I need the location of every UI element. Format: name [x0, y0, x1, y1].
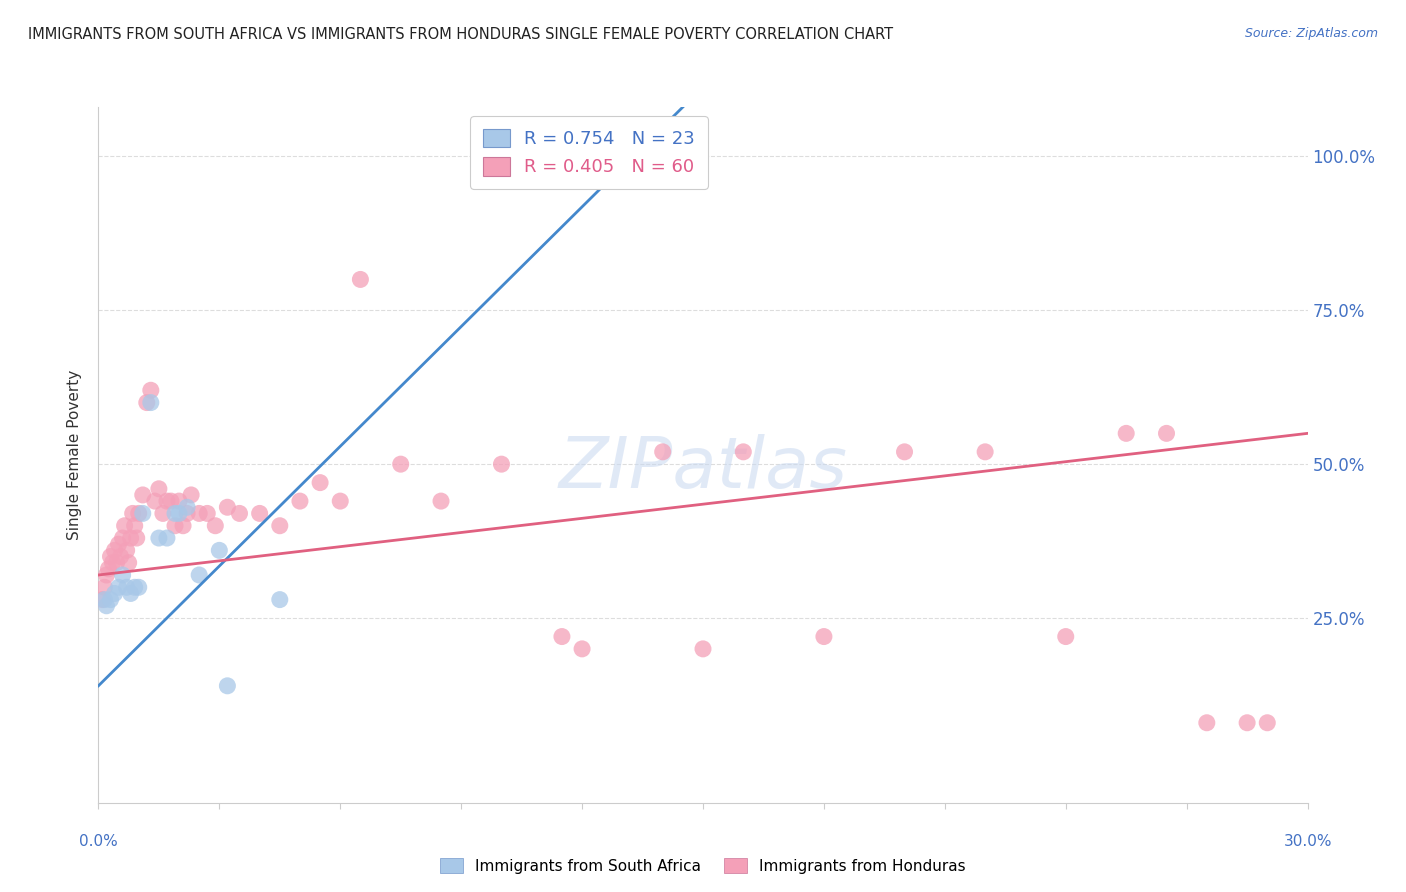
Point — [103, 543, 125, 558]
Point — [115, 543, 138, 558]
Point — [249, 507, 271, 521]
Point — [128, 580, 150, 594]
Point — [107, 537, 129, 551]
Point — [470, 149, 492, 163]
Point — [1156, 426, 1178, 441]
Point — [309, 475, 332, 490]
Point — [188, 568, 211, 582]
Point — [571, 641, 593, 656]
Point — [204, 518, 226, 533]
Point — [893, 445, 915, 459]
Text: ZIPatlas: ZIPatlas — [558, 434, 848, 503]
Point — [389, 457, 412, 471]
Point — [100, 592, 122, 607]
Point — [97, 562, 120, 576]
Point — [96, 599, 118, 613]
Point — [118, 556, 141, 570]
Point — [156, 531, 179, 545]
Point — [172, 518, 194, 533]
Point — [692, 641, 714, 656]
Point — [128, 507, 150, 521]
Point — [111, 531, 134, 545]
Legend: R = 0.754   N = 23, R = 0.405   N = 60: R = 0.754 N = 23, R = 0.405 N = 60 — [470, 116, 707, 189]
Point — [107, 580, 129, 594]
Point — [132, 488, 155, 502]
Point — [139, 384, 162, 398]
Point — [329, 494, 352, 508]
Point — [125, 531, 148, 545]
Point — [139, 395, 162, 409]
Point — [96, 568, 118, 582]
Point — [120, 586, 142, 600]
Point — [124, 580, 146, 594]
Point — [91, 592, 114, 607]
Point — [269, 592, 291, 607]
Point — [110, 549, 132, 564]
Point — [195, 507, 218, 521]
Point — [148, 482, 170, 496]
Point — [217, 500, 239, 515]
Point — [1236, 715, 1258, 730]
Text: 0.0%: 0.0% — [79, 834, 118, 849]
Point — [121, 507, 143, 521]
Y-axis label: Single Female Poverty: Single Female Poverty — [67, 370, 83, 540]
Point — [813, 630, 835, 644]
Text: Source: ZipAtlas.com: Source: ZipAtlas.com — [1244, 27, 1378, 40]
Point — [163, 518, 186, 533]
Point — [100, 549, 122, 564]
Point — [160, 494, 183, 508]
Point — [101, 556, 124, 570]
Point — [551, 630, 574, 644]
Point — [124, 518, 146, 533]
Point — [733, 445, 755, 459]
Point — [103, 586, 125, 600]
Point — [1115, 426, 1137, 441]
Text: IMMIGRANTS FROM SOUTH AFRICA VS IMMIGRANTS FROM HONDURAS SINGLE FEMALE POVERTY C: IMMIGRANTS FROM SOUTH AFRICA VS IMMIGRAN… — [28, 27, 893, 42]
Point — [156, 494, 179, 508]
Point — [1195, 715, 1218, 730]
Point — [491, 457, 513, 471]
Legend: Immigrants from South Africa, Immigrants from Honduras: Immigrants from South Africa, Immigrants… — [434, 852, 972, 880]
Point — [93, 580, 115, 594]
Point — [208, 543, 231, 558]
Point — [176, 500, 198, 515]
Point — [148, 531, 170, 545]
Point — [651, 445, 673, 459]
Point — [167, 507, 190, 521]
Point — [217, 679, 239, 693]
Point — [269, 518, 291, 533]
Point — [631, 149, 654, 163]
Point — [115, 580, 138, 594]
Point — [143, 494, 166, 508]
Point — [430, 494, 453, 508]
Point — [167, 494, 190, 508]
Point — [180, 488, 202, 502]
Point — [105, 556, 128, 570]
Point — [152, 507, 174, 521]
Point — [1256, 715, 1278, 730]
Point — [114, 518, 136, 533]
Point — [120, 531, 142, 545]
Point — [288, 494, 311, 508]
Point — [163, 507, 186, 521]
Point — [1054, 630, 1077, 644]
Point — [176, 507, 198, 521]
Point — [349, 272, 371, 286]
Text: 30.0%: 30.0% — [1284, 834, 1331, 849]
Point — [188, 507, 211, 521]
Point — [228, 507, 250, 521]
Point — [111, 568, 134, 582]
Point — [974, 445, 997, 459]
Point — [132, 507, 155, 521]
Point — [135, 395, 157, 409]
Point — [93, 592, 115, 607]
